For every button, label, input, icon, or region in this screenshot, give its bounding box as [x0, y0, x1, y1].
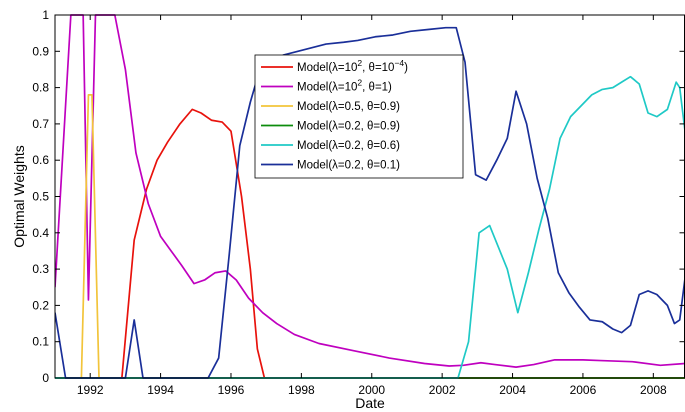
series-line-6	[55, 26, 685, 379]
y-tick-label: 0.8	[32, 81, 49, 95]
y-tick-label: 1	[42, 8, 49, 22]
y-tick-label: 0.2	[32, 298, 49, 312]
y-tick-label: 0.1	[32, 335, 49, 349]
series-line-2	[55, 14, 685, 368]
y-axis-label: Optimal Weights	[11, 145, 27, 247]
x-tick-label: 1998	[288, 383, 315, 397]
x-tick-label: 2006	[570, 383, 597, 397]
legend-label-3: Model(λ=0.5, θ=0.9)	[297, 101, 400, 113]
y-tick-label: 0.7	[32, 117, 49, 131]
legend-label-2: Model(λ=102, θ=1)	[297, 78, 392, 94]
tick-layer: 1992 1994 1996 1998 2000 2002 2004 2006 2008 0 0.1…	[32, 8, 685, 397]
y-tick-label: 0.4	[32, 226, 49, 240]
x-tick-label: 1994	[147, 383, 174, 397]
x-tick-label: 2004	[499, 383, 526, 397]
legend-label-6: Model(λ=0.2, θ=0.1)	[297, 160, 400, 172]
legend-box	[254, 54, 464, 179]
x-tick-label: 1996	[218, 383, 245, 397]
x-tick-label: 2000	[358, 383, 385, 397]
legend-label-5: Model(λ=0.2, θ=0.6)	[297, 140, 400, 152]
y-tick-label: 0.9	[32, 44, 49, 58]
y-tick-label: 0	[42, 371, 49, 385]
y-tick-label: 0.6	[32, 153, 49, 167]
x-tick-label: 2002	[429, 383, 456, 397]
series-line-1	[55, 108, 685, 379]
x-tick-label: 2008	[640, 383, 667, 397]
legend: Model(λ=102, θ=10−4) Model(λ=102, θ=1) Mod…	[254, 54, 464, 179]
legend-label-4: Model(λ=0.2, θ=0.9)	[297, 121, 400, 133]
series-line-5	[55, 75, 685, 379]
y-tick-label: 0.3	[32, 262, 49, 276]
y-tick-label: 0.5	[32, 190, 49, 204]
x-tick-label: 1992	[77, 383, 104, 397]
x-axis-label: Date	[355, 395, 385, 411]
legend-label-1: Model(λ=102, θ=10−4)	[297, 58, 408, 74]
